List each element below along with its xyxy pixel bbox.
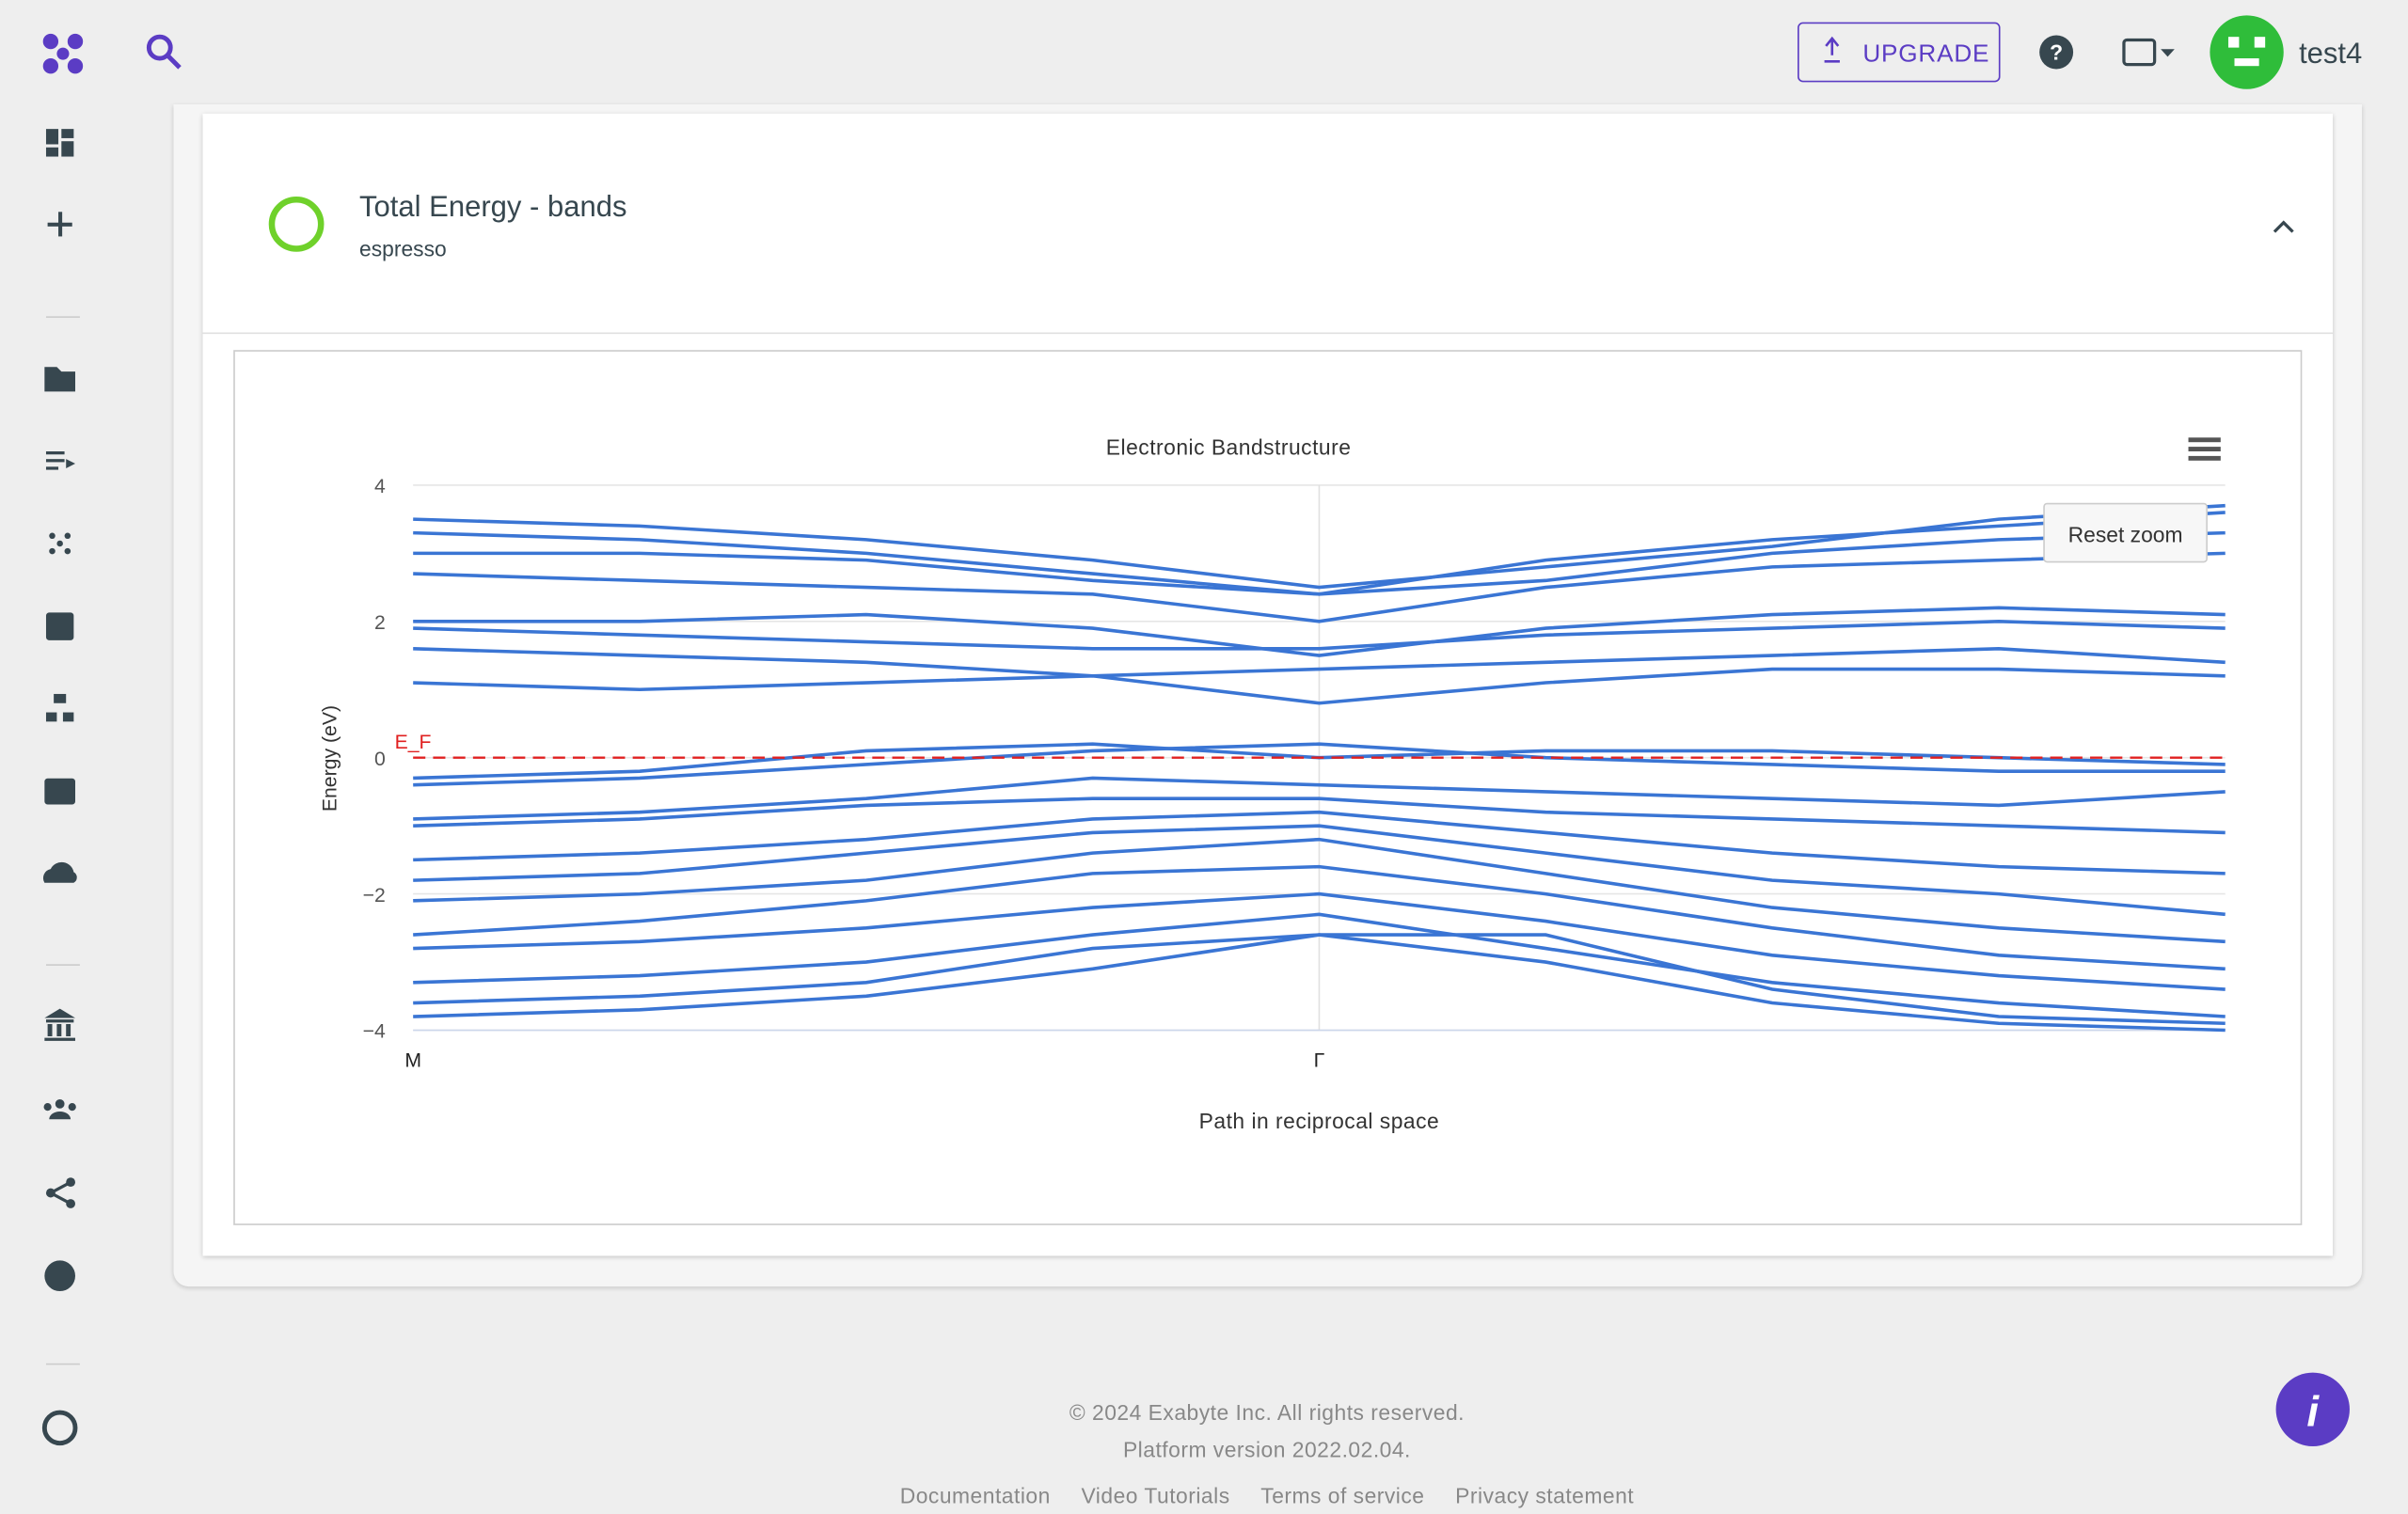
upgrade-button[interactable] bbox=[1798, 22, 2001, 83]
band-line bbox=[413, 530, 2226, 596]
search-icon[interactable] bbox=[146, 34, 182, 70]
y-tick-label: 0 bbox=[374, 749, 386, 770]
upgrade-label: UPGRADE bbox=[1862, 39, 1989, 67]
footer-links: Documentation Video Tutorials Terms of ser… bbox=[0, 1477, 2408, 1514]
info-button[interactable] bbox=[2275, 1372, 2350, 1446]
band-line bbox=[413, 912, 2226, 1018]
logo[interactable] bbox=[42, 33, 84, 74]
x-tick-label: Γ bbox=[1314, 1050, 1325, 1072]
collapse-icon[interactable] bbox=[2273, 220, 2294, 233]
help-icon[interactable] bbox=[2039, 35, 2074, 70]
card-subtitle: espresso bbox=[359, 237, 447, 261]
band-line bbox=[413, 864, 2226, 971]
status-icon bbox=[268, 196, 325, 252]
reset-zoom-button[interactable] bbox=[2043, 502, 2208, 563]
menu-icon[interactable] bbox=[2188, 437, 2221, 461]
avatar[interactable] bbox=[2210, 15, 2284, 89]
chart-title: Electronic Bandstructure bbox=[1106, 434, 1352, 459]
band-line bbox=[413, 667, 2226, 705]
card-title: Total Energy - bands bbox=[359, 190, 626, 223]
top-bar bbox=[0, 0, 2408, 105]
fermi-label: E_F bbox=[395, 732, 432, 753]
footer-link[interactable]: Terms of service bbox=[1260, 1483, 1425, 1508]
y-tick-label: −4 bbox=[363, 1021, 386, 1043]
band-line bbox=[413, 837, 2226, 944]
reset-zoom-label: Reset zoom bbox=[2068, 522, 2183, 546]
band-line bbox=[413, 606, 2226, 657]
footer-link[interactable]: Privacy statement bbox=[1455, 1483, 1635, 1508]
band-line bbox=[413, 742, 2226, 787]
band-line bbox=[413, 796, 2226, 835]
band-line bbox=[413, 503, 2226, 590]
x-tick-label: M bbox=[404, 1050, 421, 1072]
username: test4 bbox=[2299, 37, 2362, 70]
band-line bbox=[413, 891, 2226, 991]
y-axis-title: Energy (eV) bbox=[320, 705, 341, 812]
band-line bbox=[413, 933, 2226, 1026]
svg-text:i: i bbox=[2306, 1388, 2320, 1436]
band-line bbox=[413, 810, 2226, 875]
band-line bbox=[413, 776, 2226, 821]
footer-link[interactable]: Documentation bbox=[899, 1483, 1051, 1508]
x-axis-title: Path in reciprocal space bbox=[1199, 1109, 1440, 1133]
terminal-icon[interactable] bbox=[2122, 38, 2157, 67]
svg-text:?: ? bbox=[2050, 40, 2063, 65]
band-line bbox=[413, 824, 2226, 917]
y-tick-label: 4 bbox=[374, 476, 386, 497]
band-line bbox=[413, 551, 2226, 623]
y-tick-label: −2 bbox=[363, 885, 386, 907]
y-tick-label: 2 bbox=[374, 612, 386, 634]
band-line bbox=[413, 646, 2226, 678]
footer: © 2024 Exabyte Inc. All rights reserved.… bbox=[0, 1394, 2408, 1513]
upgrade-icon bbox=[1824, 36, 1840, 63]
copyright: © 2024 Exabyte Inc. All rights reserved. bbox=[1069, 1399, 1465, 1426]
version: Platform version 2022.02.04. bbox=[1122, 1437, 1411, 1462]
footer-link[interactable]: Video Tutorials bbox=[1081, 1483, 1230, 1508]
sidebar-icons[interactable] bbox=[41, 129, 80, 1446]
chart-frame bbox=[233, 350, 2303, 1225]
band-line bbox=[413, 620, 2226, 651]
